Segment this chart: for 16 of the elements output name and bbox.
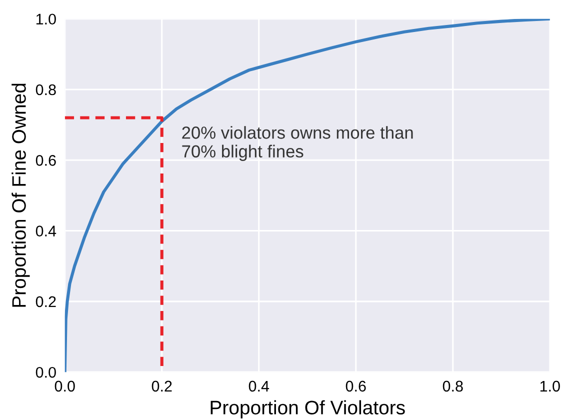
y-tick-label: 0.8 <box>36 84 56 96</box>
x-tick-label: 0.2 <box>152 380 172 392</box>
x-tick-label: 0.6 <box>346 380 366 392</box>
x-tick-label: 1.0 <box>540 380 560 392</box>
x-tick-label: 0.8 <box>442 380 463 392</box>
y-tick-label: 0.4 <box>36 226 56 236</box>
y-tick-label: 0.2 <box>36 296 56 308</box>
y-tick-label: 0.0 <box>36 366 56 378</box>
line-series <box>64 18 550 372</box>
y-tick-label: 0.6 <box>36 155 56 166</box>
x-axis-title: Proportion Of Violators <box>210 400 405 418</box>
y-tick-label: 1.0 <box>36 14 56 25</box>
x-tick-label: 0.0 <box>54 380 75 392</box>
y-axis-title: Proportion Of Fine Owned <box>12 84 30 307</box>
annotation: 20% violators owns more than 70% blight fines <box>182 126 413 161</box>
x-tick-label: 0.4 <box>248 380 270 392</box>
